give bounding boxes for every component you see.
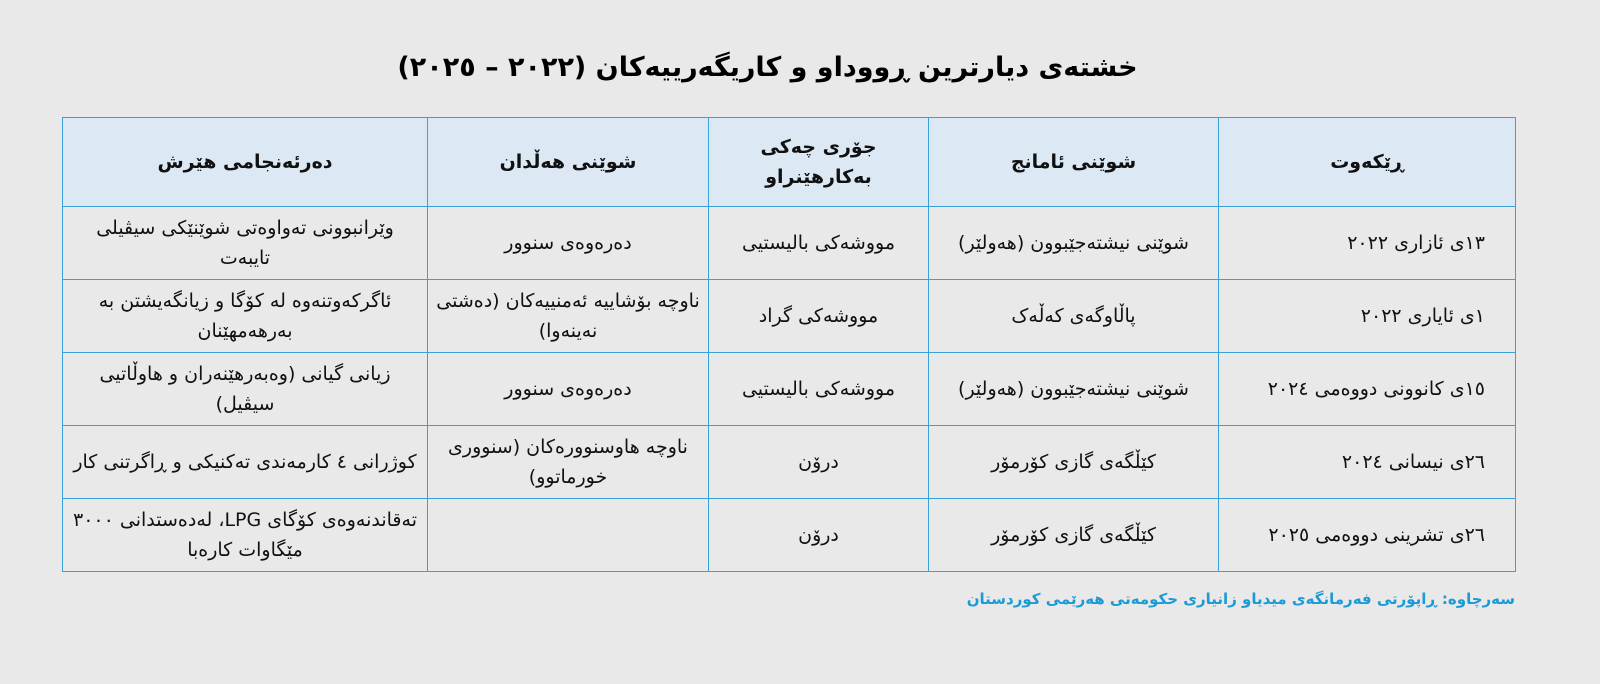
header-outcome: دەرئەنجامی هێرش: [62, 117, 428, 207]
cell-target: شوێنی نیشتەجێبوون (هەولێر): [928, 352, 1219, 426]
cell-weapon: درۆن: [708, 425, 929, 499]
table-row: ١ی ئایاری ٢٠٢٢ پاڵاوگەی کەڵەک مووشەکی گراد…: [62, 279, 1516, 353]
table-row: ١٣ی ئازاری ٢٠٢٢ شوێنی نیشتەجێبوون (هەولێر…: [62, 206, 1516, 280]
cell-outcome: تەقاندنەوەی کۆگای LPG، لەدەستدانی ٣٠٠٠ م…: [62, 498, 428, 572]
cell-outcome: زیانی گیانی (وەبەرهێنەران و هاوڵاتیی سیڤ…: [62, 352, 428, 426]
header-weapon: جۆری چەکی بەکارهێنراو: [708, 117, 929, 207]
cell-date: ٢٦ی تشرینی دووەمی ٢٠٢٥: [1218, 498, 1516, 572]
table-row: ١٥ی کانوونی دووەمی ٢٠٢٤ شوێنی نیشتەجێبوون…: [62, 352, 1516, 426]
cell-outcome: کوژرانی ٤ کارمەندی تەکنیکی و ڕاگرتنی کار: [62, 425, 428, 499]
cell-launch-site: ناوچە بۆشاییە ئەمنییەکان (دەشتی نەینەوا): [427, 279, 709, 353]
cell-date: ٢٦ی نیسانی ٢٠٢٤: [1218, 425, 1516, 499]
cell-launch-site: دەرەوەی سنوور: [427, 206, 709, 280]
cell-weapon: مووشەکی گراد: [708, 279, 929, 353]
cell-date: ١٣ی ئازاری ٢٠٢٢: [1218, 206, 1516, 280]
cell-weapon: مووشەکی بالیستیی: [708, 206, 929, 280]
events-table: ڕێکەوت شوێنی ئامانج جۆری چەکی بەکارهێنرا…: [62, 117, 1516, 572]
cell-target: پاڵاوگەی کەڵەک: [928, 279, 1219, 353]
cell-launch-site: [427, 498, 709, 572]
cell-target: کێڵگەی گازی کۆرمۆر: [928, 425, 1219, 499]
cell-target: کێڵگەی گازی کۆرمۆر: [928, 498, 1219, 572]
header-date: ڕێکەوت: [1218, 117, 1516, 207]
cell-outcome: وێرانبوونی تەواوەتی شوێنێکی سیڤیلی تایبە…: [62, 206, 428, 280]
cell-date: ١ی ئایاری ٢٠٢٢: [1218, 279, 1516, 353]
cell-launch-site: ناوچە هاوسنوورەکان (سنووری خورماتوو): [427, 425, 709, 499]
page-title: خشتەی دیارترین ڕووداو و کاریگەرییەکان (٢…: [397, 52, 1138, 83]
cell-outcome: ئاگرکەوتنەوە لە کۆگا و زیانگەیشتن بە بەر…: [62, 279, 428, 353]
table-row: ٢٦ی تشرینی دووەمی ٢٠٢٥ کێڵگەی گازی کۆرمۆر…: [62, 498, 1516, 572]
header-launch-site: شوێنی هەڵدان: [427, 117, 709, 207]
table-row: ٢٦ی نیسانی ٢٠٢٤ کێڵگەی گازی کۆرمۆر درۆن ناو…: [62, 425, 1516, 499]
cell-weapon: درۆن: [708, 498, 929, 572]
header-target: شوێنی ئامانج: [928, 117, 1219, 207]
cell-launch-site: دەرەوەی سنوور: [427, 352, 709, 426]
cell-target: شوێنی نیشتەجێبوون (هەولێر): [928, 206, 1219, 280]
source-caption: سەرچاوە: ڕاپۆرتی فەرمانگەی میدیاو زانیار…: [966, 590, 1515, 608]
header-row: ڕێکەوت شوێنی ئامانج جۆری چەکی بەکارهێنرا…: [62, 117, 1516, 207]
cell-weapon: مووشەکی بالیستیی: [708, 352, 929, 426]
cell-date: ١٥ی کانوونی دووەمی ٢٠٢٤: [1218, 352, 1516, 426]
